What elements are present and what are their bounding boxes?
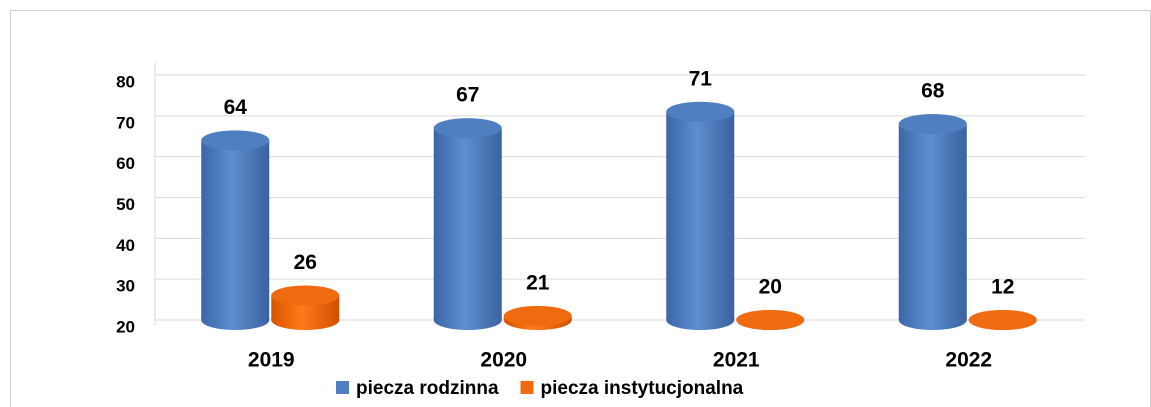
bar-top <box>898 114 967 134</box>
bar-body <box>666 111 735 320</box>
legend-label: piecza instytucjonalna <box>541 378 744 399</box>
data-label: 67 <box>456 84 479 107</box>
bar <box>433 118 502 330</box>
bar <box>898 114 967 330</box>
bar-body <box>201 140 270 320</box>
bar <box>201 130 270 330</box>
bar <box>968 310 1037 330</box>
bar <box>736 310 805 330</box>
data-label: 64 <box>224 96 248 119</box>
y-tick-label: 30 <box>116 277 135 296</box>
bar-top <box>968 310 1037 330</box>
y-tick-label: 70 <box>116 113 135 132</box>
bar-body <box>898 124 967 320</box>
bar-top <box>201 130 270 151</box>
bar-top <box>503 305 572 326</box>
bar-top <box>271 285 340 306</box>
data-label: 21 <box>526 271 550 294</box>
x-tick-label: 2019 <box>248 349 295 372</box>
data-label: 12 <box>991 276 1014 299</box>
y-tick-label: 40 <box>116 236 135 255</box>
data-label: 71 <box>689 67 713 90</box>
data-label: 68 <box>921 80 945 103</box>
bar <box>666 101 735 330</box>
bar <box>271 285 340 330</box>
legend-label: piecza rodzinna <box>356 378 499 399</box>
bar-body <box>433 128 502 320</box>
x-tick-label: 2020 <box>480 349 527 372</box>
frame <box>10 10 1151 407</box>
bar-top <box>666 101 735 122</box>
bar <box>503 305 572 330</box>
bar-top <box>433 118 502 139</box>
y-tick-label: 80 <box>116 72 135 91</box>
y-tick-label: 50 <box>116 195 135 214</box>
legend-swatch <box>336 381 349 394</box>
data-label: 26 <box>294 251 317 274</box>
legend-swatch <box>520 381 534 394</box>
data-label: 20 <box>759 276 782 299</box>
x-tick-label: 2022 <box>945 349 992 372</box>
y-tick-label: 60 <box>116 154 135 173</box>
y-tick-label: 20 <box>116 317 135 336</box>
bar-top <box>736 310 805 330</box>
x-tick-label: 2021 <box>713 349 760 372</box>
